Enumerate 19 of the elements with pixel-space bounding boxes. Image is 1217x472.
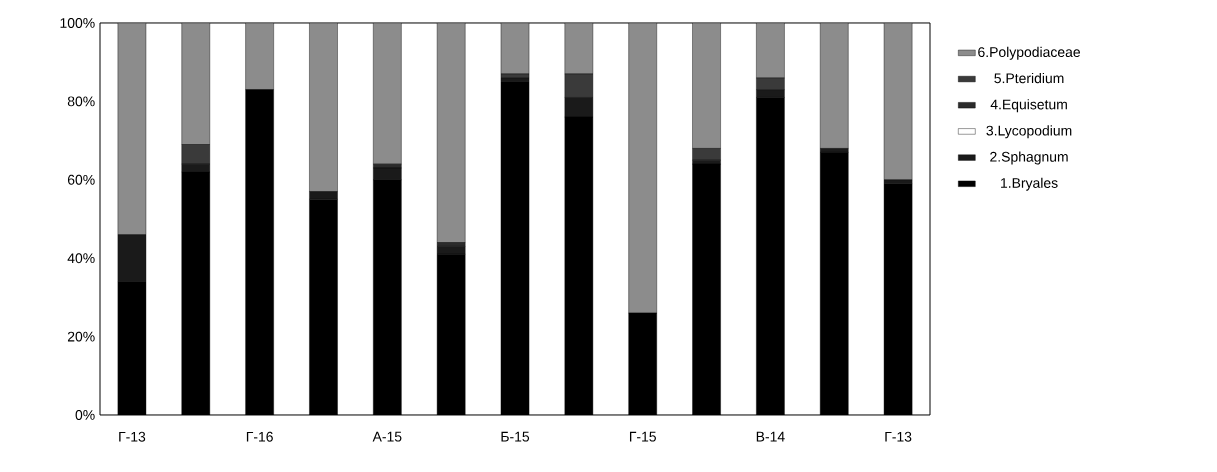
y-tick-label: 40%	[67, 253, 95, 264]
x-tick-label: Г-15	[629, 431, 656, 442]
legend-label: 1.Bryales	[1001, 177, 1058, 191]
y-tick-label: 0%	[75, 410, 95, 420]
y-tick-label: 60%	[67, 174, 95, 185]
x-tick-label: Г-13	[885, 431, 912, 442]
legend-label: 2.Sphagnum	[990, 151, 1068, 165]
y-tick-label: 100%	[60, 18, 95, 28]
x-tick-label: Г-16	[246, 431, 273, 442]
x-tick-label: Г-13	[119, 431, 146, 442]
x-tick-label: Б-15	[501, 431, 530, 442]
y-tick-label: 80%	[67, 96, 95, 107]
y-tick-label: 20%	[67, 331, 95, 342]
legend-label: 4.Equisetum	[990, 99, 1067, 113]
legend-label: 3.Lycopodium	[986, 125, 1072, 139]
legend-label: 5.Pteridium	[994, 72, 1064, 84]
x-tick-label: В-14	[756, 431, 785, 442]
legend-label: 6.Polypodiaceae	[978, 46, 1080, 60]
x-tick-label: А-15	[372, 431, 402, 442]
